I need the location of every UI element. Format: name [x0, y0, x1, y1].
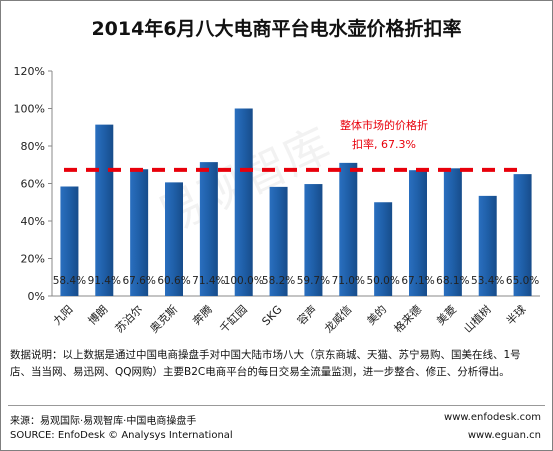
bar — [443, 168, 462, 296]
bar — [234, 108, 253, 296]
bar — [409, 170, 427, 296]
bar-value-label: 68.1% — [436, 275, 469, 287]
bar-value-label: 60.6% — [157, 275, 190, 287]
bar-value-label: 91.4% — [88, 275, 121, 287]
reference-label-line2: 扣率, 67.3% — [352, 137, 416, 151]
category-label: 格来德 — [391, 302, 424, 335]
source-cn: 来源：易观国际·易观智库·中国电商操盘手 — [10, 416, 197, 427]
bar — [339, 162, 358, 296]
source-en: SOURCE: EnfoDesk © Analysys Internationa… — [10, 430, 233, 441]
bar — [304, 184, 323, 296]
site-enfodesk: www.enfodesk.com — [444, 412, 541, 423]
y-tick-label: 100% — [14, 103, 45, 116]
bar-value-label: 71.0% — [332, 275, 365, 287]
chart-title: 2014年6月八大电商平台电水壶价格折扣率 — [91, 18, 462, 40]
bar-value-label: 67.1% — [401, 275, 434, 287]
category-label: 美的 — [364, 302, 389, 327]
category-label: 山植树 — [461, 302, 494, 335]
bar — [374, 202, 393, 296]
category-label: 博朗 — [86, 303, 111, 328]
site-eguan: www.eguan.cn — [467, 430, 541, 441]
category-label: 龙威信 — [322, 303, 355, 336]
category-label: 美菱 — [434, 303, 459, 328]
bar-value-label: 59.7% — [297, 275, 330, 287]
category-label: 半球 — [503, 302, 528, 327]
footer-divider — [8, 405, 545, 406]
bar — [478, 195, 497, 296]
bar-value-label: 71.4% — [192, 275, 225, 287]
y-tick-label: 80% — [21, 140, 45, 153]
bar-value-label: 58.4% — [53, 275, 86, 287]
bar — [269, 186, 288, 296]
bar — [513, 174, 532, 296]
category-label: 奔腾 — [190, 302, 215, 327]
bar-value-label: 50.0% — [366, 275, 399, 287]
bar — [95, 124, 114, 296]
y-tick-label: 120% — [14, 65, 45, 78]
y-tick-label: 0% — [28, 290, 45, 303]
bar — [130, 169, 149, 296]
reference-label-line1: 整体市场的价格折 — [340, 118, 428, 132]
bar — [165, 182, 183, 296]
y-tick-label: 40% — [21, 215, 45, 228]
category-label: 奥克斯 — [147, 302, 180, 335]
bar — [60, 186, 79, 296]
bar — [199, 162, 218, 296]
bar-value-label: 67.6% — [122, 275, 155, 287]
category-label: 容声 — [294, 302, 319, 327]
category-label: 千缸园 — [217, 302, 250, 335]
y-tick-label: 60% — [21, 178, 45, 191]
bar-value-label: 65.0% — [506, 275, 539, 287]
category-label: SKG — [259, 303, 284, 328]
y-tick-label: 20% — [21, 253, 45, 266]
category-label: 九阳 — [51, 303, 76, 328]
bar-value-label: 58.2% — [262, 275, 295, 287]
data-note: 数据说明：以上数据是通过中国电商操盘手对中国大陆市场八大（京东商城、天猫、苏宁易… — [10, 349, 521, 378]
category-label: 苏泊尔 — [113, 303, 146, 336]
bar-value-label: 100.0% — [224, 275, 264, 287]
bar-value-label: 53.4% — [471, 275, 504, 287]
